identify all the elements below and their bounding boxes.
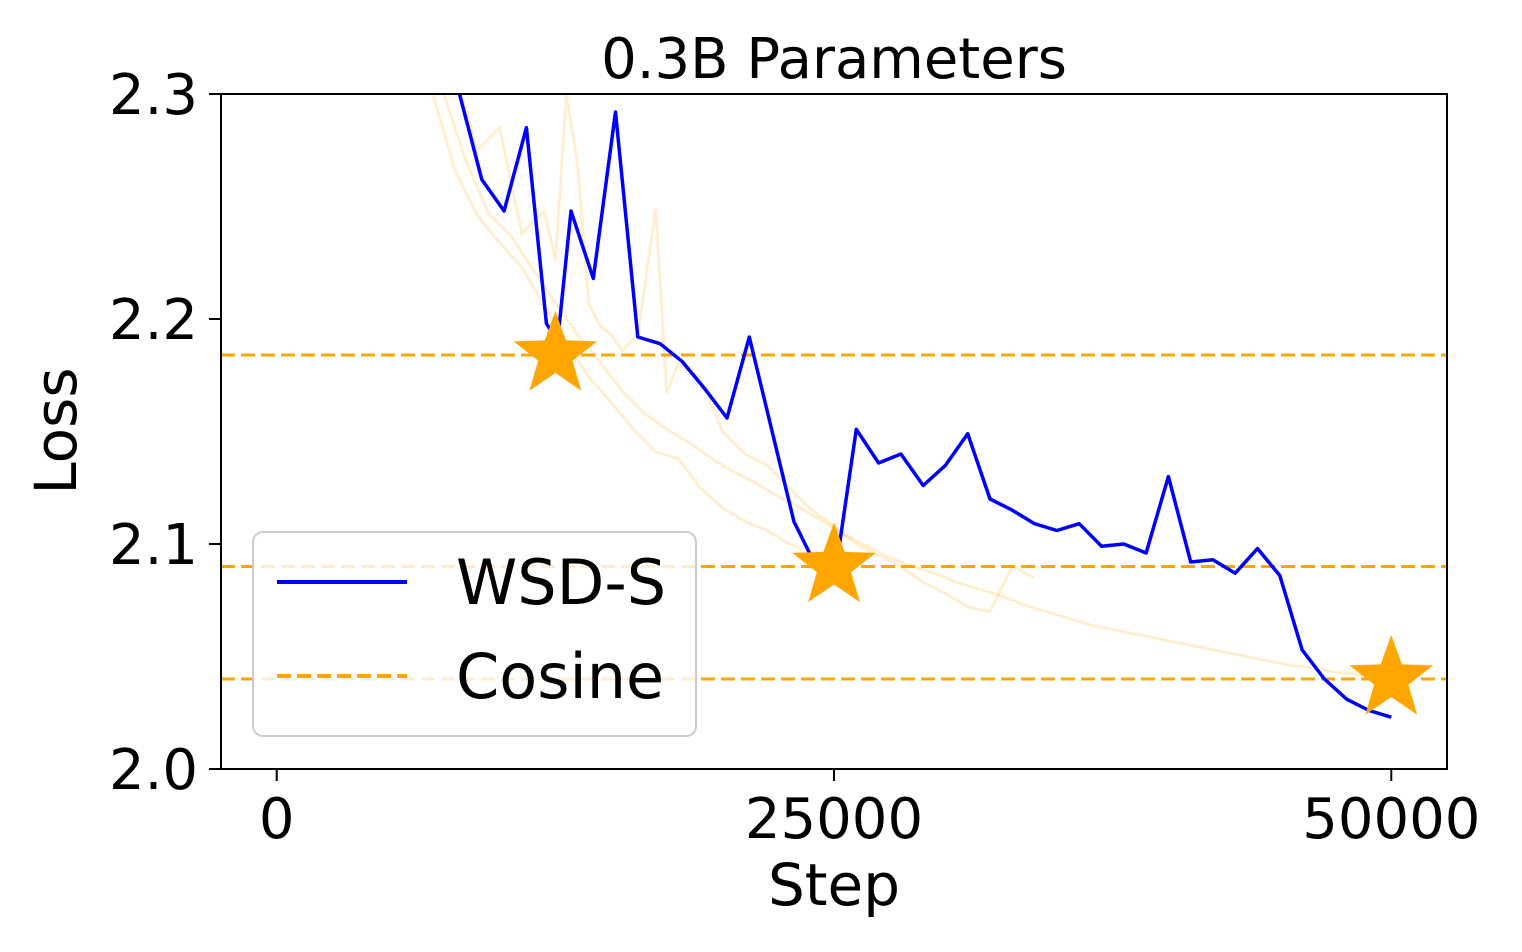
- cosine-star-markers: [513, 311, 1434, 715]
- x-tick-label: 50000: [1302, 787, 1480, 852]
- legend-label-cosine: Cosine: [456, 640, 664, 713]
- wsd-s-series: [457, 94, 1392, 719]
- y-axis-title: Loss: [22, 367, 90, 494]
- faint-line-1: [431, 94, 835, 564]
- x-axis: 0 25000 50000: [259, 769, 1480, 852]
- y-tick-label: 2.1: [109, 513, 198, 578]
- y-axis: 2.0 2.1 2.2 2.3: [109, 63, 221, 803]
- y-tick-label: 2.3: [109, 63, 198, 128]
- y-tick-label: 2.0: [109, 738, 198, 803]
- wsd-s-line: [457, 94, 1392, 719]
- y-tick-label: 2.2: [109, 288, 198, 353]
- chart-title: 0.3B Parameters: [601, 27, 1067, 92]
- x-tick-label: 0: [259, 787, 295, 852]
- cosine-star-3: [1349, 635, 1434, 715]
- legend-label-wsd-s: WSD-S: [456, 546, 666, 619]
- plot-area: [220, 93, 1448, 770]
- cosine-star-1: [513, 311, 598, 391]
- legend: WSD-S Cosine: [252, 531, 697, 737]
- x-axis-title: Step: [768, 851, 900, 919]
- x-tick-label: 25000: [745, 787, 923, 852]
- cosine-star-2: [792, 522, 876, 603]
